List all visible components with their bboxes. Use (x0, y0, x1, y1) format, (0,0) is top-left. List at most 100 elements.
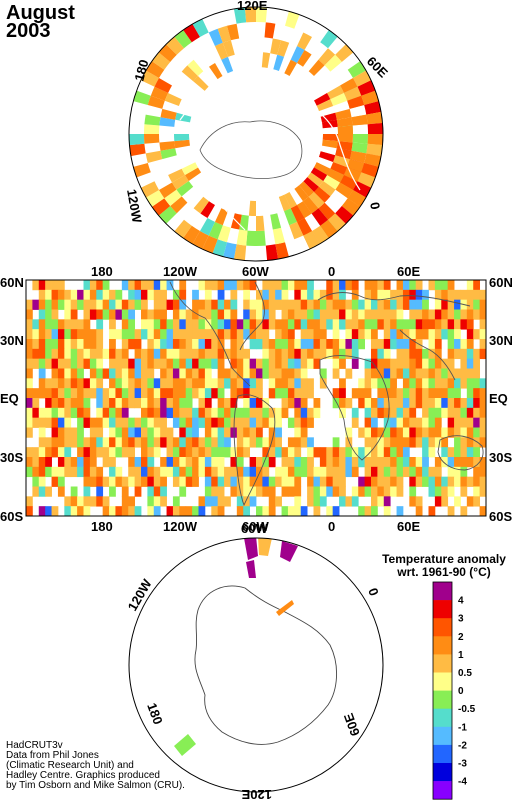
grid-cell (185, 339, 193, 350)
grid-cell (198, 368, 206, 379)
grid-cell (64, 417, 72, 428)
polar-cell (335, 182, 353, 199)
grid-cell (422, 348, 429, 360)
grid-cell (38, 506, 46, 516)
grid-cell (473, 329, 481, 340)
grid-cell (217, 496, 225, 507)
grid-cell (447, 348, 455, 360)
grid-cell (371, 398, 378, 409)
grid-cell (45, 299, 52, 310)
grid-cell (415, 368, 423, 379)
grid-cell (243, 280, 251, 291)
grid-cell (313, 319, 321, 330)
grid-cell (38, 378, 46, 389)
grid-cell (268, 280, 276, 291)
grid-cell (77, 299, 84, 310)
grid-cell (128, 358, 136, 369)
grid-cell (109, 427, 116, 438)
grid-cell (422, 299, 429, 310)
grid-cell (345, 280, 353, 291)
grid-cell (313, 476, 321, 487)
grid-cell (307, 309, 314, 320)
grid-cell (326, 289, 334, 301)
grid-cell (77, 388, 84, 399)
grid-cell (128, 368, 136, 379)
grid-cell (32, 319, 40, 330)
grid-cell (383, 437, 391, 448)
polar-cell (322, 139, 338, 149)
grid-cell (172, 447, 180, 458)
grid-cell (70, 368, 78, 379)
grid-cell (307, 466, 314, 478)
grid-cell (358, 309, 366, 320)
grid-cell (51, 427, 59, 438)
polar-cell (333, 155, 350, 168)
polar-cell (159, 117, 176, 127)
grid-cell (434, 476, 442, 487)
grid-cell (102, 368, 110, 379)
grid-cell (134, 289, 142, 301)
polar-cell (129, 143, 146, 157)
grid-cell (326, 280, 334, 291)
grid-cell (249, 476, 257, 487)
grid-cell (102, 309, 110, 320)
grid-cell (390, 457, 397, 468)
grid-cell (262, 466, 270, 478)
grid-cell (57, 378, 65, 389)
grid-cell (236, 496, 244, 507)
grid-cell (51, 358, 59, 369)
grid-cell (51, 398, 59, 409)
grid-cell (294, 280, 302, 291)
grid-cell (160, 368, 167, 379)
grid-cell (141, 437, 148, 448)
grid-cell (422, 358, 429, 369)
grid-cell (211, 339, 219, 350)
grid-cell (428, 476, 436, 487)
grid-cell (300, 299, 308, 310)
grid-cell (447, 417, 455, 428)
grid-cell (51, 437, 59, 448)
grid-cell (128, 378, 136, 389)
grid-cell (422, 447, 429, 458)
grid-cell (428, 427, 436, 438)
grid-cell (377, 289, 385, 301)
north-polar-map: 120E 60E 0 120W 180 (124, 0, 391, 262)
grid-cell (326, 457, 334, 468)
grid-cell (460, 457, 468, 468)
grid-cell (300, 329, 308, 340)
grid-cell (192, 466, 199, 478)
grid-cell (351, 319, 359, 330)
grid-cell (441, 437, 449, 448)
grid-cell (134, 299, 142, 310)
polar-cell (357, 80, 376, 96)
grid-cell (377, 319, 385, 330)
grid-cell (262, 437, 270, 448)
polar-cell (284, 208, 297, 226)
grid-cell (70, 339, 78, 350)
legend-swatch (433, 654, 452, 673)
grid-cell (147, 378, 155, 389)
grid-cell (160, 437, 167, 448)
grid-cell (460, 319, 468, 330)
south-label-180: 180 (144, 701, 166, 727)
grid-cell (473, 280, 481, 291)
grid-cell (115, 368, 123, 379)
grid-cell (153, 437, 161, 448)
grid-cell (428, 329, 436, 340)
grid-cell (172, 457, 180, 468)
grid-cell (147, 447, 155, 458)
grid-cell (172, 309, 180, 320)
grid-cell (204, 299, 212, 310)
grid-cell (428, 407, 436, 419)
grid-cell (294, 388, 302, 399)
grid-cell (396, 466, 404, 478)
grid-cell (160, 427, 167, 438)
legend-title-line2: wrt. 1961-90 (°C) (397, 565, 491, 579)
grid-cell (377, 348, 385, 360)
grid-cell (141, 417, 148, 428)
grid-cell (441, 457, 449, 468)
legend-label: -0.5 (458, 704, 476, 715)
grid-cell (38, 329, 46, 340)
grid-cell (121, 368, 129, 379)
grid-cell (287, 457, 295, 468)
